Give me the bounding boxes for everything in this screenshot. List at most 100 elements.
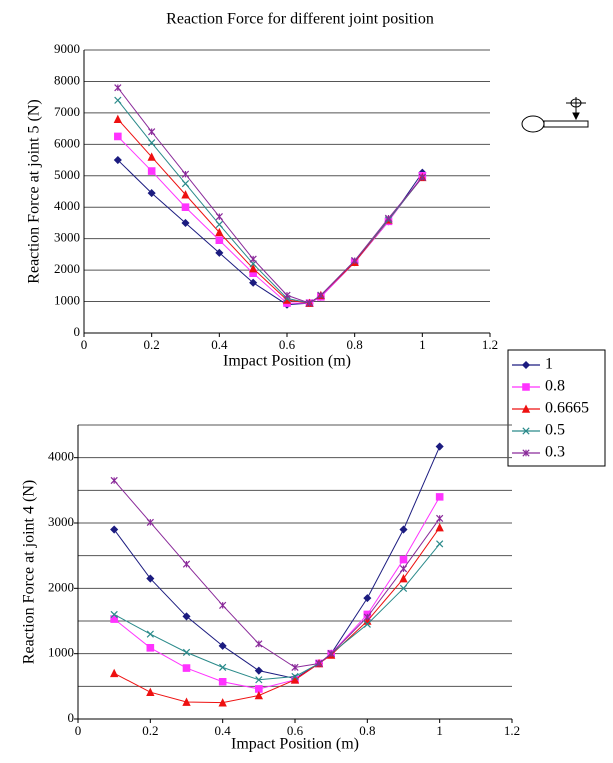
marker: [148, 128, 156, 136]
y-tick-label: 0: [68, 710, 75, 725]
legend-label: 0.5: [545, 422, 565, 439]
marker: [146, 630, 154, 638]
chart-title: Reaction Force for different joint posit…: [166, 11, 434, 28]
marker: [255, 640, 263, 648]
marker: [255, 685, 263, 693]
marker: [399, 555, 408, 564]
x-tick-label: 0.4: [211, 337, 228, 352]
marker: [114, 84, 122, 92]
marker: [384, 214, 393, 222]
marker: [522, 449, 530, 457]
marker: [181, 203, 190, 212]
marker: [219, 601, 227, 609]
marker: [255, 676, 263, 684]
marker: [147, 167, 156, 175]
marker: [249, 278, 258, 287]
marker: [418, 173, 426, 181]
marker: [146, 574, 155, 583]
marker: [363, 620, 371, 628]
marker: [147, 152, 156, 161]
marker: [435, 493, 444, 501]
marker: [146, 518, 154, 526]
marker: [110, 476, 118, 485]
y-tick-label: 5000: [54, 167, 80, 182]
marker: [291, 663, 299, 672]
x-tick-label: 0.2: [144, 337, 160, 352]
y-tick-label: 6000: [54, 135, 80, 150]
y-tick-label: 4000: [54, 198, 80, 213]
legend-label: 1: [545, 356, 553, 373]
series-line: [117, 136, 423, 304]
x-tick-label: 0: [81, 337, 88, 352]
marker: [351, 257, 359, 265]
marker: [113, 156, 122, 165]
marker: [521, 360, 531, 370]
x-tick-label: 0.8: [359, 723, 375, 738]
x-tick-label: 1: [436, 723, 443, 738]
y-tick-label: 1000: [48, 645, 74, 660]
legend-label: 0.8: [545, 378, 565, 395]
y-tick-label: 3000: [54, 230, 80, 245]
y-axis-label: Reaction Force at joint 4 (N): [21, 480, 38, 664]
marker: [315, 659, 323, 668]
x-tick-label: 1.2: [504, 723, 520, 738]
marker: [248, 263, 258, 273]
marker: [290, 675, 300, 684]
y-tick-label: 8000: [54, 72, 80, 87]
series-line: [117, 99, 423, 304]
marker: [305, 299, 314, 307]
marker: [436, 514, 444, 523]
marker: [215, 220, 223, 229]
y-tick-label: 4000: [48, 449, 74, 464]
marker: [283, 291, 291, 299]
marker: [182, 648, 191, 656]
x-tick-label: 1: [419, 337, 426, 352]
marker: [114, 132, 122, 141]
joint-icon: [521, 97, 589, 133]
x-tick-label: 0: [75, 723, 82, 738]
marker: [114, 96, 122, 104]
marker: [399, 584, 408, 592]
y-tick-label: 0: [74, 324, 81, 339]
marker: [363, 613, 371, 621]
marker: [218, 641, 227, 650]
marker: [215, 227, 224, 237]
marker: [291, 672, 299, 681]
series-line: [113, 543, 441, 681]
marker: [182, 560, 191, 568]
marker: [181, 180, 190, 188]
marker: [522, 427, 530, 435]
marker: [219, 663, 227, 672]
marker: [147, 189, 156, 198]
marker: [436, 540, 444, 548]
legend-label: 0.6665: [545, 400, 589, 417]
x-tick-label: 1.2: [482, 337, 498, 352]
y-axis-label: Reaction Force at joint 5 (N): [26, 99, 43, 283]
marker: [399, 565, 408, 573]
x-axis-label: Impact Position (m): [223, 353, 351, 370]
marker: [181, 218, 190, 227]
y-tick-label: 9000: [54, 41, 80, 56]
marker: [181, 170, 190, 178]
y-tick-label: 2000: [48, 579, 74, 594]
series-line: [113, 446, 441, 680]
marker: [215, 236, 224, 245]
marker: [182, 612, 191, 621]
marker: [521, 404, 531, 413]
y-tick-label: 3000: [48, 514, 74, 529]
marker: [110, 610, 118, 619]
x-tick-label: 0.4: [215, 723, 232, 738]
x-tick-label: 0.2: [142, 723, 158, 738]
marker: [249, 255, 257, 263]
marker: [109, 668, 119, 678]
marker: [215, 213, 223, 221]
marker: [110, 525, 119, 534]
marker: [146, 687, 155, 697]
marker: [181, 190, 190, 199]
marker: [218, 677, 227, 686]
marker: [254, 666, 263, 675]
marker: [146, 643, 155, 652]
marker: [363, 594, 372, 603]
marker: [215, 248, 224, 257]
